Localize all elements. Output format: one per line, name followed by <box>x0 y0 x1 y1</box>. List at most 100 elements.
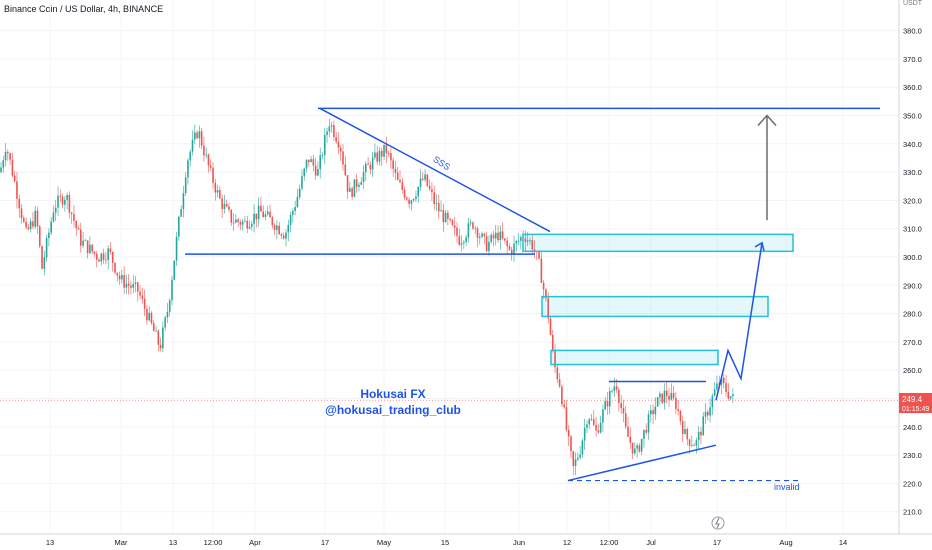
candle-body <box>130 285 132 288</box>
target-arrowhead <box>757 114 777 127</box>
candle-body <box>127 283 130 286</box>
candle-body <box>643 429 645 439</box>
candle-body <box>374 152 376 158</box>
sss-trendline[interactable] <box>319 107 551 233</box>
candle-body <box>488 241 490 252</box>
candle-body <box>164 317 166 328</box>
candle-body <box>308 159 310 163</box>
rising-support-line[interactable] <box>567 444 717 482</box>
demand-zone-2[interactable] <box>541 295 769 318</box>
candle-body <box>540 258 543 283</box>
price-tick-label: 210.0 <box>903 508 922 517</box>
candle-body <box>620 403 622 409</box>
candle-body <box>440 210 442 212</box>
candle-body <box>73 213 75 222</box>
candle-body <box>34 210 36 227</box>
candle-body <box>241 221 244 225</box>
price-tick-label: 360.0 <box>903 83 922 92</box>
candle-body <box>66 195 68 200</box>
candle-body <box>0 167 2 173</box>
candle-body <box>451 220 454 226</box>
candle-body <box>504 238 506 241</box>
price-tick-label: 310.0 <box>903 225 922 234</box>
candle-body <box>631 442 634 454</box>
candle-body <box>353 179 356 197</box>
candle-body <box>330 125 333 127</box>
candle-body <box>533 249 536 252</box>
projected-path[interactable] <box>715 242 763 401</box>
candle-body <box>510 249 513 255</box>
candle-body <box>54 207 57 213</box>
candle-body <box>59 195 62 197</box>
candle-body <box>437 203 440 212</box>
candle-body <box>670 392 673 400</box>
candle-body <box>93 251 96 254</box>
candle-body <box>264 214 267 217</box>
demand-zone-1[interactable] <box>522 233 794 253</box>
candle-body <box>148 312 150 321</box>
candle-body <box>722 377 725 384</box>
candle-body <box>529 240 531 241</box>
candle-body <box>146 308 148 321</box>
candle-body <box>107 248 109 260</box>
candle-body <box>417 186 420 197</box>
candle-body <box>70 212 73 214</box>
price-tick-label: 300.0 <box>903 253 922 262</box>
projected-path-arrowhead <box>754 241 765 252</box>
candle-body <box>225 204 228 207</box>
candle-body <box>367 163 369 165</box>
price-tick-label: 340.0 <box>903 140 922 149</box>
candle-body <box>187 160 189 178</box>
candle-body <box>729 396 732 399</box>
time-tick-label: Jun <box>513 538 525 547</box>
candle-body <box>18 198 21 209</box>
candle-body <box>442 210 445 223</box>
candle-body <box>282 235 285 239</box>
candle-body <box>501 231 504 239</box>
candle-body <box>538 251 540 259</box>
candle-body <box>465 237 467 243</box>
candle-body <box>654 406 657 415</box>
candle-body <box>433 192 435 204</box>
candle-body <box>118 275 121 280</box>
candle-body <box>453 225 456 228</box>
lightning-icon[interactable] <box>711 516 725 530</box>
candle-body <box>77 228 80 230</box>
price-tick-label: 350.0 <box>903 112 922 121</box>
demand-zone-3[interactable] <box>550 349 719 366</box>
candle-body <box>11 159 14 176</box>
candle-body <box>155 330 157 332</box>
candle-body <box>422 178 424 180</box>
candle-body <box>285 232 287 239</box>
candle-body <box>378 150 381 162</box>
candle-body <box>4 151 7 161</box>
price-tick-label: 330.0 <box>903 168 922 177</box>
candle-body <box>89 244 91 254</box>
candle-body <box>292 210 294 215</box>
candle-body <box>32 221 34 227</box>
candle-body <box>333 125 335 137</box>
candle-body <box>707 411 709 416</box>
candle-body <box>447 212 449 219</box>
candle-body <box>570 436 572 452</box>
candle-body <box>102 253 105 260</box>
candle-body <box>212 167 214 184</box>
candle-body <box>205 154 207 156</box>
candle-body <box>665 390 668 396</box>
candle-body <box>214 183 217 193</box>
candle-body <box>20 208 23 219</box>
candle-body <box>141 295 144 299</box>
candle-body <box>467 223 470 238</box>
candle-body <box>80 229 82 246</box>
candle-body <box>41 246 43 269</box>
candle-body <box>16 181 18 199</box>
candle-body <box>542 282 545 290</box>
candle-body <box>458 236 461 245</box>
candle-body <box>485 236 488 252</box>
candle-body <box>431 189 433 193</box>
candle-body <box>139 291 141 296</box>
candle-body <box>401 182 404 190</box>
candle-body <box>349 188 351 192</box>
candle-body <box>253 213 255 224</box>
